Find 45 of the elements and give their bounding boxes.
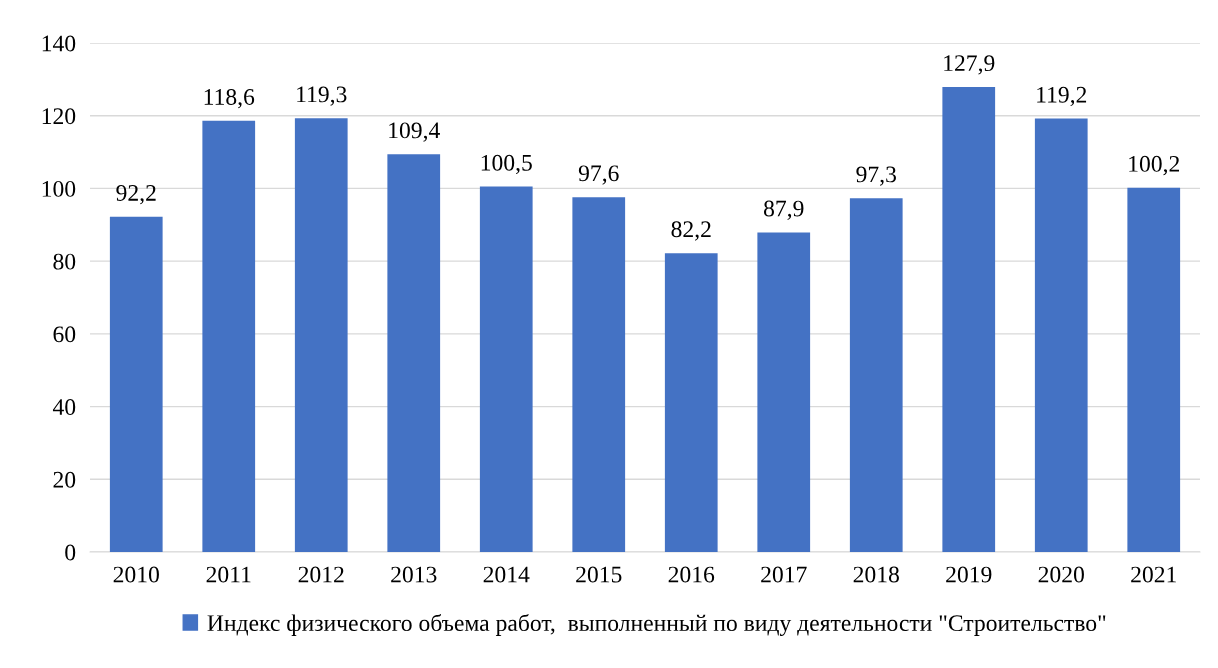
legend-label: Индекс физического объема работ, выполненный по виду деятельности "Строительство"	[207, 613, 1106, 636]
x-tick-label: 2011	[206, 566, 251, 583]
bar	[757, 232, 811, 552]
x-tick-label: 2015	[576, 566, 622, 583]
y-tick-label: 40	[52, 399, 76, 415]
y-tick-label: 80	[53, 253, 76, 270]
x-tick-label: 2012	[298, 566, 344, 583]
data-label: 87,9	[763, 200, 804, 220]
y-tick-label: 100	[42, 180, 76, 197]
bar	[664, 253, 718, 552]
data-label: 100,5	[481, 154, 532, 175]
x-tick-label: 2017	[761, 566, 807, 583]
bar	[294, 118, 348, 552]
bar	[109, 216, 163, 552]
data-label: 119,2	[1037, 86, 1087, 107]
y-tick-label: 0	[65, 544, 76, 561]
bar	[387, 154, 441, 552]
bar	[572, 197, 626, 552]
x-tick-label: 2010	[113, 566, 159, 583]
bar	[1127, 187, 1181, 552]
y-tick-label: 120	[42, 108, 76, 125]
data-label: 109,4	[389, 122, 440, 142]
data-label: 127,9	[944, 55, 995, 75]
bar	[1034, 118, 1088, 552]
y-tick-label: 60	[53, 326, 76, 343]
bar	[849, 198, 903, 552]
data-label: 118,6	[204, 88, 255, 109]
data-label: 97,3	[856, 166, 896, 186]
bar	[942, 86, 996, 552]
data-label: 97,6	[578, 165, 619, 185]
data-label: 82,2	[671, 221, 711, 241]
data-label: 100,2	[1129, 155, 1180, 176]
x-tick-label: 2016	[668, 566, 715, 583]
y-tick-label: 140	[42, 35, 76, 52]
x-tick-label: 2020	[1038, 566, 1084, 583]
data-label: 119,3	[297, 86, 347, 106]
x-tick-label: 2018	[853, 566, 899, 583]
x-tick-label: 2019	[946, 566, 992, 583]
data-label: 92,2	[116, 185, 156, 205]
bar	[202, 120, 256, 552]
x-tick-label: 2021	[1131, 566, 1176, 583]
x-tick-label: 2013	[391, 566, 437, 583]
y-tick-label: 20	[53, 471, 76, 488]
bar	[479, 186, 533, 552]
x-tick-label: 2014	[483, 566, 530, 583]
